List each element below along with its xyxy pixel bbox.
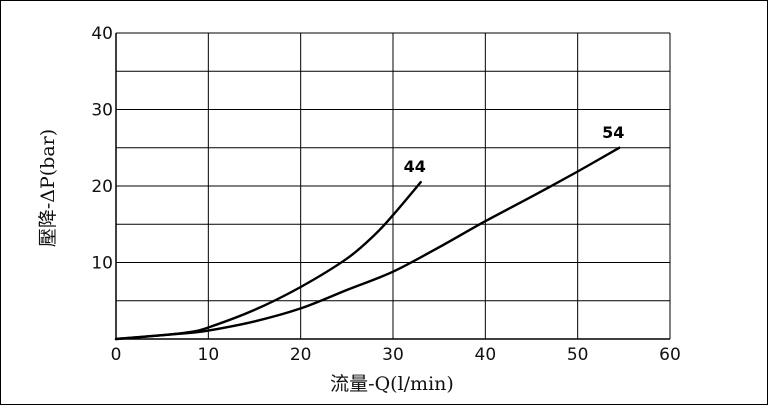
y-axis-title: 壓降-ΔP(bar) bbox=[37, 129, 59, 247]
grid bbox=[115, 32, 671, 340]
x-tick-label: 10 bbox=[198, 345, 220, 365]
series-line-44 bbox=[114, 181, 422, 341]
series-label-54: 54 bbox=[602, 123, 624, 142]
y-tick-label: 10 bbox=[91, 254, 113, 274]
x-tick-label: 20 bbox=[290, 345, 312, 365]
series-line-54 bbox=[114, 146, 621, 341]
x-tick-label: 30 bbox=[382, 345, 404, 365]
x-tick-label: 40 bbox=[475, 345, 497, 365]
series-label-44: 44 bbox=[404, 157, 426, 176]
y-tick-label: 20 bbox=[91, 177, 113, 197]
tick-labels: 0 10 20 30 40 50 60 10 20 30 40 bbox=[91, 24, 680, 365]
y-tick-label: 30 bbox=[91, 101, 113, 121]
y-tick-label: 40 bbox=[91, 24, 113, 44]
series-labels: 44 54 bbox=[404, 123, 625, 176]
x-tick-label: 0 bbox=[111, 345, 122, 365]
x-axis-title: 流量-Q(l/min) bbox=[330, 373, 454, 395]
series-lines bbox=[114, 146, 621, 341]
x-tick-label: 60 bbox=[659, 345, 681, 365]
x-tick-label: 50 bbox=[567, 345, 589, 365]
